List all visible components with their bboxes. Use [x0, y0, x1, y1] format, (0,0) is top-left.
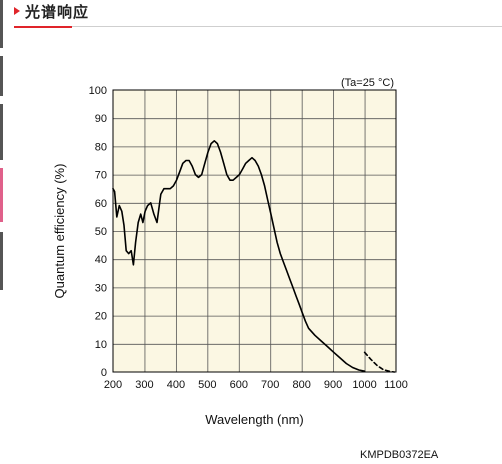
- x-tick-label: 500: [198, 379, 216, 391]
- curve-group: [112, 140, 396, 373]
- qe-curve: [112, 140, 366, 373]
- y-tick-labels: 0 10 20 30 40 50 60 70 80 90 100: [89, 85, 107, 379]
- y-tick-label: 70: [95, 170, 107, 182]
- plot-frame: [112, 89, 397, 373]
- x-axis-label: Wavelength (nm): [205, 412, 304, 427]
- x-tick-label: 400: [167, 379, 185, 391]
- left-rail: [0, 0, 3, 464]
- x-tick-label: 200: [104, 379, 122, 391]
- y-tick-label: 30: [95, 282, 107, 294]
- x-tick-labels: 200 300 400 500 600 700 800 900 1000 1100: [104, 379, 408, 391]
- y-tick-label: 90: [95, 113, 107, 125]
- y-tick-label: 20: [95, 311, 107, 323]
- triangle-marker-icon: [14, 7, 20, 15]
- temperature-annotation: (Ta=25 °C): [341, 77, 394, 89]
- section-header: 光谱响应: [0, 0, 502, 28]
- rail-segment: [0, 168, 3, 222]
- rail-segment: [0, 0, 3, 48]
- x-tick-label: 800: [292, 379, 310, 391]
- section-title: 光谱响应: [25, 3, 90, 21]
- rail-segment: [0, 104, 3, 160]
- y-tick-label: 50: [95, 226, 107, 238]
- rail-segment: [0, 232, 3, 290]
- x-tick-label: 600: [230, 379, 248, 391]
- y-tick-label: 80: [95, 141, 107, 153]
- image-code: KMPDB0372EA: [360, 449, 439, 461]
- y-tick-label: 0: [101, 367, 107, 379]
- y-tick-label: 60: [95, 198, 107, 210]
- header-accent-line: [14, 26, 72, 28]
- x-tick-label: 1000: [352, 379, 376, 391]
- x-tick-label: 700: [261, 379, 279, 391]
- x-tick-label: 1100: [384, 379, 408, 391]
- qe-curve-extrapolated: [363, 351, 396, 373]
- y-tick-label: 40: [95, 254, 107, 266]
- rail-segment: [0, 56, 3, 96]
- y-axis-label: Quantum efficiency (%): [52, 164, 67, 299]
- header-divider: [14, 26, 502, 27]
- x-tick-label: 300: [135, 379, 153, 391]
- x-tick-label: 900: [324, 379, 342, 391]
- y-tick-label: 100: [89, 85, 107, 97]
- plot-area: [113, 90, 396, 372]
- y-tick-label: 10: [95, 339, 107, 351]
